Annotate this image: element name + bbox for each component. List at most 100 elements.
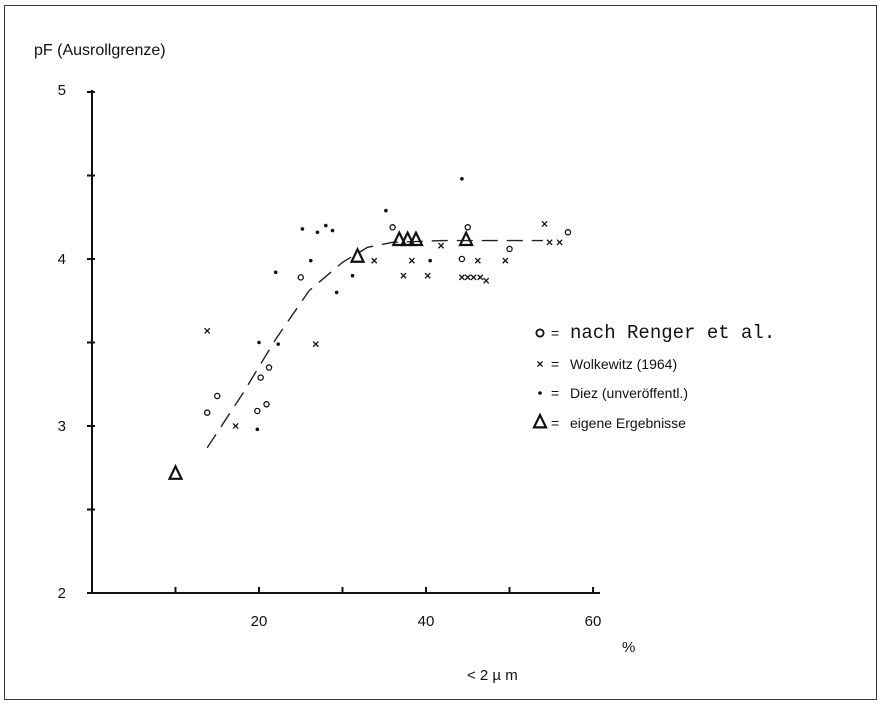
cross-point-17 <box>556 239 563 246</box>
open-triangle-point-2 <box>391 230 408 247</box>
dot-point-0 <box>255 427 260 432</box>
x-tick-label-40: 40 <box>418 613 435 630</box>
cross-point-1 <box>232 422 239 430</box>
dot-point-7 <box>324 223 328 228</box>
cross-point-14-stroke-b <box>502 257 509 264</box>
x-axis-unit: % <box>622 639 635 656</box>
y-tick-label-2: 2 <box>58 585 66 602</box>
cross-point-4-stroke-b <box>400 272 407 279</box>
cross-point-8-stroke-b <box>458 274 465 281</box>
cross-point-6 <box>424 272 431 279</box>
legend-equals-4: = <box>551 415 559 431</box>
cross-point-5-stroke-b <box>408 257 415 264</box>
open-circle-point-5 <box>265 364 273 371</box>
open-circle-point-9 <box>464 224 471 231</box>
cross-point-9-stroke-b <box>464 274 471 281</box>
open-circle-point-8 <box>458 255 466 263</box>
open-circle-point-0 <box>203 409 211 416</box>
series-cross <box>204 220 563 430</box>
dot-point-9 <box>334 290 339 295</box>
x-tick-label-60: 60 <box>585 613 602 630</box>
legend-symbol-dot <box>538 391 542 395</box>
open-circle-point-1 <box>213 392 221 400</box>
open-circle-point-7 <box>389 224 396 231</box>
legend-equals-3: = <box>551 385 559 401</box>
open-triangle-point-0 <box>167 463 184 480</box>
open-circle-point-2 <box>254 407 261 415</box>
cross-point-6-stroke-b <box>424 272 431 279</box>
cross-point-0 <box>204 327 211 334</box>
dot-point-12 <box>428 258 432 263</box>
cross-point-13-stroke-b <box>483 277 490 284</box>
open-triangle-point-5 <box>458 230 474 247</box>
figure-frame <box>4 5 877 700</box>
open-circle-point-6 <box>297 274 304 281</box>
data-marks <box>167 177 572 480</box>
axis-ticks <box>87 91 594 594</box>
dot-point-1 <box>257 340 261 345</box>
cross-point-17-stroke-b <box>556 239 563 246</box>
cross-point-14 <box>502 257 509 264</box>
dot-point-2 <box>273 270 278 275</box>
y-tick-label-4: 4 <box>58 251 66 268</box>
cross-point-15 <box>541 220 548 227</box>
cross-point-1-stroke-b <box>232 422 239 430</box>
open-circle-point-4 <box>263 401 270 408</box>
cross-point-7-stroke-b <box>437 242 445 249</box>
legend-symbol-cross-stroke-b <box>536 360 544 368</box>
y-tick-label-5: 5 <box>58 82 66 99</box>
open-circle-point-10 <box>506 245 513 253</box>
dot-point-4 <box>300 227 305 231</box>
cross-point-2 <box>312 341 319 348</box>
x-tick-label-20: 20 <box>251 613 268 630</box>
series-dot <box>255 177 464 432</box>
trend-line <box>206 239 543 449</box>
cross-point-10 <box>470 274 477 281</box>
series-open-triangle <box>167 230 474 480</box>
cross-point-11 <box>474 257 481 264</box>
open-triangle-point-1 <box>349 246 366 263</box>
legend-symbol-open-circle <box>535 328 545 338</box>
dot-point-5 <box>308 258 313 263</box>
legend-label-renger: nach Renger et al. <box>570 322 775 344</box>
legend-equals-1: = <box>551 325 559 341</box>
dot-point-6 <box>315 230 320 235</box>
dot-point-13 <box>460 177 464 181</box>
dot-point-10 <box>350 273 355 278</box>
cross-point-16 <box>546 239 553 246</box>
open-triangle-point-3 <box>399 230 416 247</box>
y-axis-title: pF (Ausrollgrenze) <box>34 42 166 59</box>
cross-point-10-stroke-b <box>470 274 477 281</box>
dot-point-8 <box>330 228 335 233</box>
cross-point-11-stroke-b <box>474 257 481 264</box>
cross-point-2-stroke-b <box>312 341 319 348</box>
cross-point-5 <box>408 257 415 264</box>
trend-line-group <box>206 239 543 449</box>
cross-point-7 <box>437 242 445 249</box>
x-axis-title: < 2 µ m <box>467 667 518 684</box>
dot-point-3 <box>276 342 281 346</box>
series-open-circle <box>203 224 572 416</box>
cross-point-13 <box>483 277 490 284</box>
legend-symbol-cross <box>536 360 544 368</box>
cross-point-8 <box>458 274 465 281</box>
dot-point-11 <box>384 208 388 213</box>
cross-point-0-stroke-b <box>204 327 211 334</box>
legend-label-eigene: eigene Ergebnisse <box>570 415 686 431</box>
cross-point-3-stroke-b <box>371 257 378 264</box>
legend-label-diez: Diez (unveröffentl.) <box>570 385 688 401</box>
y-tick-label-3: 3 <box>58 418 66 435</box>
cross-point-12 <box>477 274 484 281</box>
legend-label-wolkewitz: Wolkewitz (1964) <box>570 356 677 372</box>
legend-equals-2: = <box>551 356 559 372</box>
cross-point-3 <box>371 257 378 264</box>
open-circle-point-11 <box>564 229 572 236</box>
cross-point-12-stroke-b <box>477 274 484 281</box>
legend-symbol-open-triangle <box>532 412 548 429</box>
open-circle-point-3 <box>257 374 264 381</box>
legend: = nach Renger et al. = Wolkewitz (1964) … <box>532 322 775 431</box>
cross-point-15-stroke-b <box>541 220 548 227</box>
open-triangle-point-4 <box>408 230 424 247</box>
cross-point-16-stroke-b <box>546 239 553 246</box>
